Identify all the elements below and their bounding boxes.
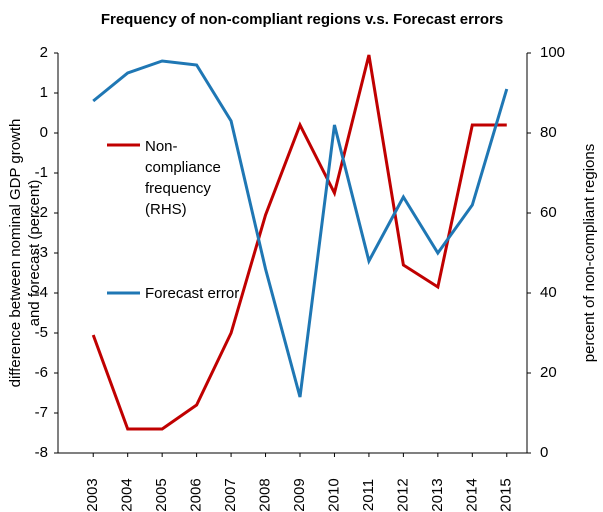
x-tick-label: 2014	[463, 478, 480, 511]
y-tick-label: -7	[35, 404, 48, 421]
y-tick-label: -2	[35, 204, 48, 221]
x-tick-label: 2005	[153, 478, 170, 511]
y2-tick-label: 60	[540, 204, 557, 221]
y-tick-label: 1	[40, 84, 48, 101]
y-tick-label: -8	[35, 444, 48, 461]
legend-label: Non-compliance frequency (RHS)	[145, 138, 221, 218]
y2-tick-label: 80	[540, 124, 557, 141]
x-tick-label: 2015	[498, 478, 515, 511]
series-line	[92, 59, 509, 398]
y-tick-label: -4	[35, 284, 48, 301]
x-tick-label: 2007	[222, 478, 239, 511]
y-tick-label: -1	[35, 164, 48, 181]
y-tick-label: 0	[40, 124, 48, 141]
y-tick-label: 2	[40, 44, 48, 61]
x-tick-label: 2012	[394, 478, 411, 511]
series-line	[91, 54, 507, 431]
y2-tick-label: 40	[540, 284, 557, 301]
y2-tick-label: 0	[540, 444, 548, 461]
x-tick-label: 2010	[325, 478, 342, 511]
y2-tick-label: 100	[540, 44, 565, 61]
x-tick-label: 2003	[84, 478, 101, 511]
y-axis-label: difference between nominal GDP growth	[7, 119, 24, 388]
x-tick-label: 2004	[119, 478, 136, 511]
y-tick-label: -5	[35, 324, 48, 341]
x-tick-label: 2008	[257, 478, 274, 511]
x-tick-label: 2011	[360, 479, 377, 511]
chart-title: Frequency of non-compliant regions v.s. …	[101, 11, 503, 28]
y2-axis-label: percent of non-compliant regions	[581, 144, 598, 362]
y-axis-label: and forecast (percent)	[26, 180, 43, 327]
x-tick-label: 2009	[291, 478, 308, 511]
x-tick-label: 2006	[188, 478, 205, 511]
legend-label: Forecast error	[145, 285, 240, 302]
x-tick-label: 2013	[429, 478, 446, 511]
y2-tick-label: 20	[540, 364, 557, 381]
y-tick-label: -6	[35, 364, 48, 381]
y-tick-label: -3	[35, 244, 48, 261]
